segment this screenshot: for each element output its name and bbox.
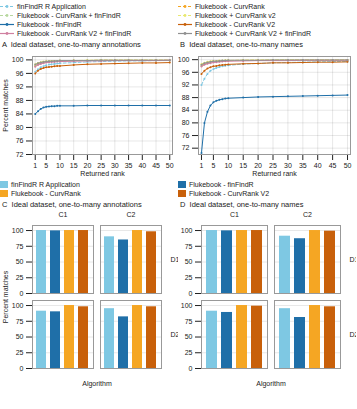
svg-text:25: 25 — [269, 162, 277, 169]
html-text:D Ideal dataset, one-to-many n: D Ideal dataset, one-to-many names — [180, 200, 304, 209]
svg-text:40: 40 — [138, 162, 146, 169]
svg-text:25: 25 — [185, 349, 193, 356]
svg-text:C2: C2 — [303, 211, 312, 218]
svg-text:0: 0 — [20, 290, 24, 297]
svg-text:75: 75 — [185, 318, 193, 325]
html-text:Flukebook + CurvRank V2 + finF: Flukebook + CurvRank V2 + finFindR — [195, 30, 311, 37]
svg-text:Percent matches: Percent matches — [2, 270, 9, 323]
svg-text:50: 50 — [185, 258, 193, 265]
svg-text:0: 0 — [189, 290, 193, 297]
svg-text:100: 100 — [12, 227, 24, 234]
svg-text:5: 5 — [211, 162, 215, 169]
svg-text:50: 50 — [166, 162, 174, 169]
svg-text:100: 100 — [181, 302, 193, 309]
svg-text:C1: C1 — [230, 211, 239, 218]
html-text:Flukebook - CurvRank + finFind: Flukebook - CurvRank + finFindR — [17, 12, 121, 19]
svg-text:88: 88 — [16, 97, 24, 104]
svg-text:10: 10 — [56, 162, 64, 169]
svg-text:76: 76 — [16, 137, 24, 144]
svg-text:15: 15 — [70, 162, 78, 169]
svg-text:75: 75 — [16, 243, 24, 250]
svg-text:72: 72 — [16, 151, 24, 158]
html-text:A Ideal dataset, one-to-many a: A Ideal dataset, one-to-many annotations — [2, 40, 141, 49]
svg-text:D1: D1 — [171, 256, 179, 263]
svg-text:20: 20 — [254, 162, 262, 169]
html-text:Flukebook - finFindR: Flukebook - finFindR — [189, 181, 254, 188]
svg-text:72: 72 — [182, 144, 190, 151]
svg-text:1: 1 — [33, 162, 37, 169]
html-text:Flukebook + CurvRank v2: Flukebook + CurvRank v2 — [195, 12, 276, 19]
svg-text:D1: D1 — [350, 256, 357, 263]
svg-text:75: 75 — [16, 318, 24, 325]
svg-text:96: 96 — [16, 70, 24, 77]
html-text:Flukebook - CurvRank V2: Flukebook - CurvRank V2 — [189, 190, 270, 197]
svg-text:45: 45 — [152, 162, 160, 169]
html-text:Flukebook - CurvRank: Flukebook - CurvRank — [11, 190, 81, 197]
svg-text:50: 50 — [185, 333, 193, 340]
svg-text:0: 0 — [20, 365, 24, 372]
svg-text:35: 35 — [299, 162, 307, 169]
svg-text:D2: D2 — [171, 331, 179, 338]
svg-text:84: 84 — [182, 106, 190, 113]
svg-text:92: 92 — [182, 81, 190, 88]
svg-text:5: 5 — [44, 162, 48, 169]
svg-text:25: 25 — [97, 162, 105, 169]
html-text:Flukebook - CurvRank V2: Flukebook - CurvRank V2 — [195, 21, 276, 28]
svg-text:Returned rank: Returned rank — [252, 170, 297, 177]
svg-text:92: 92 — [16, 83, 24, 90]
svg-text:75: 75 — [185, 243, 193, 250]
svg-text:C2: C2 — [127, 211, 136, 218]
svg-text:88: 88 — [182, 94, 190, 101]
svg-text:Algorithm: Algorithm — [256, 380, 286, 388]
html-text:C Ideal dataset, one-to-many a: C Ideal dataset, one-to-many annotations — [2, 200, 142, 209]
svg-text:0: 0 — [189, 365, 193, 372]
svg-text:45: 45 — [329, 162, 337, 169]
html-text:Flukebook - CurvRank V2 + finF: Flukebook - CurvRank V2 + finFindR — [17, 30, 132, 37]
svg-text:25: 25 — [185, 274, 193, 281]
svg-text:10: 10 — [224, 162, 232, 169]
svg-text:30: 30 — [284, 162, 292, 169]
html-text:finFindR R Application: finFindR R Application — [17, 3, 86, 10]
svg-text:C1: C1 — [59, 211, 68, 218]
html-text:Flukebook - CurvRank: Flukebook - CurvRank — [195, 3, 265, 10]
svg-text:15: 15 — [239, 162, 247, 169]
svg-text:76: 76 — [182, 132, 190, 139]
svg-text:Algorithm: Algorithm — [82, 380, 112, 388]
svg-text:30: 30 — [111, 162, 119, 169]
svg-text:25: 25 — [16, 349, 24, 356]
svg-text:84: 84 — [16, 110, 24, 117]
html-text:B Ideal dataset, one-to-many n: B Ideal dataset, one-to-many names — [180, 40, 303, 49]
svg-text:50: 50 — [16, 333, 24, 340]
svg-text:100: 100 — [181, 227, 193, 234]
svg-text:35: 35 — [125, 162, 133, 169]
svg-text:1: 1 — [200, 162, 204, 169]
svg-text:Returned rank: Returned rank — [80, 170, 125, 177]
svg-text:100: 100 — [178, 56, 190, 63]
svg-text:100: 100 — [12, 302, 24, 309]
svg-text:80: 80 — [182, 119, 190, 126]
svg-text:50: 50 — [16, 258, 24, 265]
svg-text:40: 40 — [314, 162, 322, 169]
svg-text:50: 50 — [344, 162, 352, 169]
svg-text:25: 25 — [16, 274, 24, 281]
html-text:Flukebook - finFindR: Flukebook - finFindR — [17, 21, 82, 28]
svg-text:20: 20 — [84, 162, 92, 169]
svg-text:D2: D2 — [350, 331, 357, 338]
svg-text:100: 100 — [12, 56, 24, 63]
svg-text:80: 80 — [16, 124, 24, 131]
html-text:finFindR R Application: finFindR R Application — [11, 181, 80, 188]
svg-text:Percent matches: Percent matches — [2, 79, 9, 132]
svg-text:96: 96 — [182, 69, 190, 76]
